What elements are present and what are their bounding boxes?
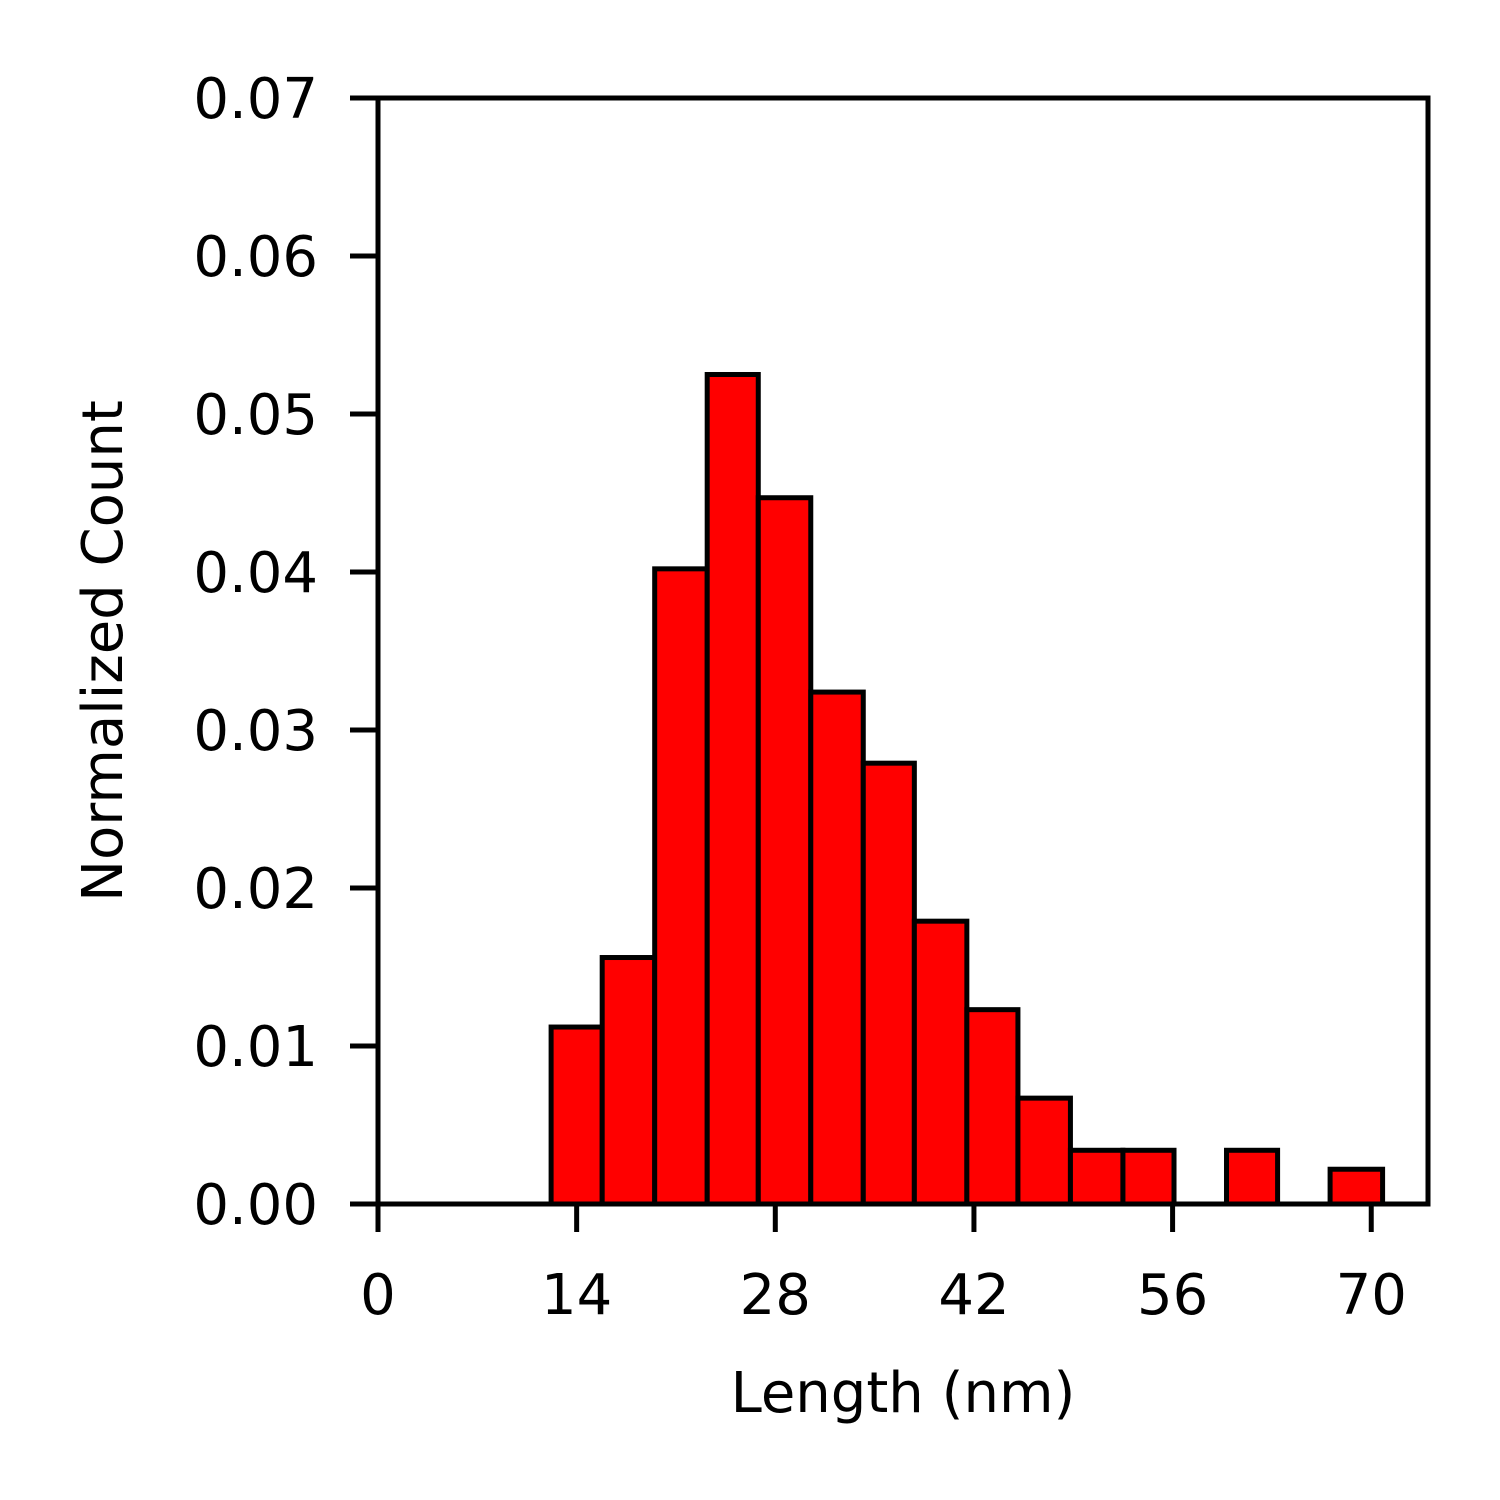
y-tick-label: 0.02 xyxy=(193,857,318,922)
x-tick-label: 28 xyxy=(740,1263,811,1328)
x-axis-title: Length (nm) xyxy=(731,1361,1076,1426)
x-tick-label: 0 xyxy=(360,1263,396,1328)
histogram-bar xyxy=(1067,1147,1126,1207)
histogram-bar xyxy=(911,918,970,1207)
x-axis: 0 14 28 42 56 70 xyxy=(360,1204,1407,1328)
histogram-bar xyxy=(704,372,761,1207)
y-tick-label: 0.04 xyxy=(193,541,318,606)
histogram-bar xyxy=(1224,1147,1281,1207)
histogram-bar xyxy=(1015,1095,1073,1207)
x-tick-label: 56 xyxy=(1137,1263,1208,1328)
histogram-bar xyxy=(964,1007,1021,1207)
y-tick-label: 0.05 xyxy=(193,383,318,448)
histogram-bar xyxy=(1327,1166,1386,1207)
histogram-bar xyxy=(808,689,866,1207)
histogram-bar xyxy=(548,1024,605,1207)
y-axis: 0.00 0.01 0.02 0.03 0.04 0.05 0.06 0.07 xyxy=(193,67,378,1238)
histogram-bar xyxy=(860,760,917,1207)
histogram-bar xyxy=(599,955,658,1207)
y-tick-label: 0.07 xyxy=(193,67,318,132)
histogram-bar xyxy=(1120,1147,1177,1207)
y-tick-label: 0.03 xyxy=(193,699,318,764)
histogram-bar xyxy=(755,495,814,1207)
x-tick-label: 14 xyxy=(541,1263,612,1328)
x-tick-label: 70 xyxy=(1336,1263,1407,1328)
x-tick-label: 42 xyxy=(938,1263,1009,1328)
bars-group xyxy=(548,372,1386,1207)
y-tick-label: 0.01 xyxy=(193,1015,318,1080)
histogram-bar xyxy=(652,566,710,1207)
y-axis-title: Normalized Count xyxy=(71,400,136,902)
y-tick-label: 0.00 xyxy=(193,1173,318,1238)
y-tick-label: 0.06 xyxy=(193,225,318,290)
plot-frame xyxy=(375,95,1431,1207)
